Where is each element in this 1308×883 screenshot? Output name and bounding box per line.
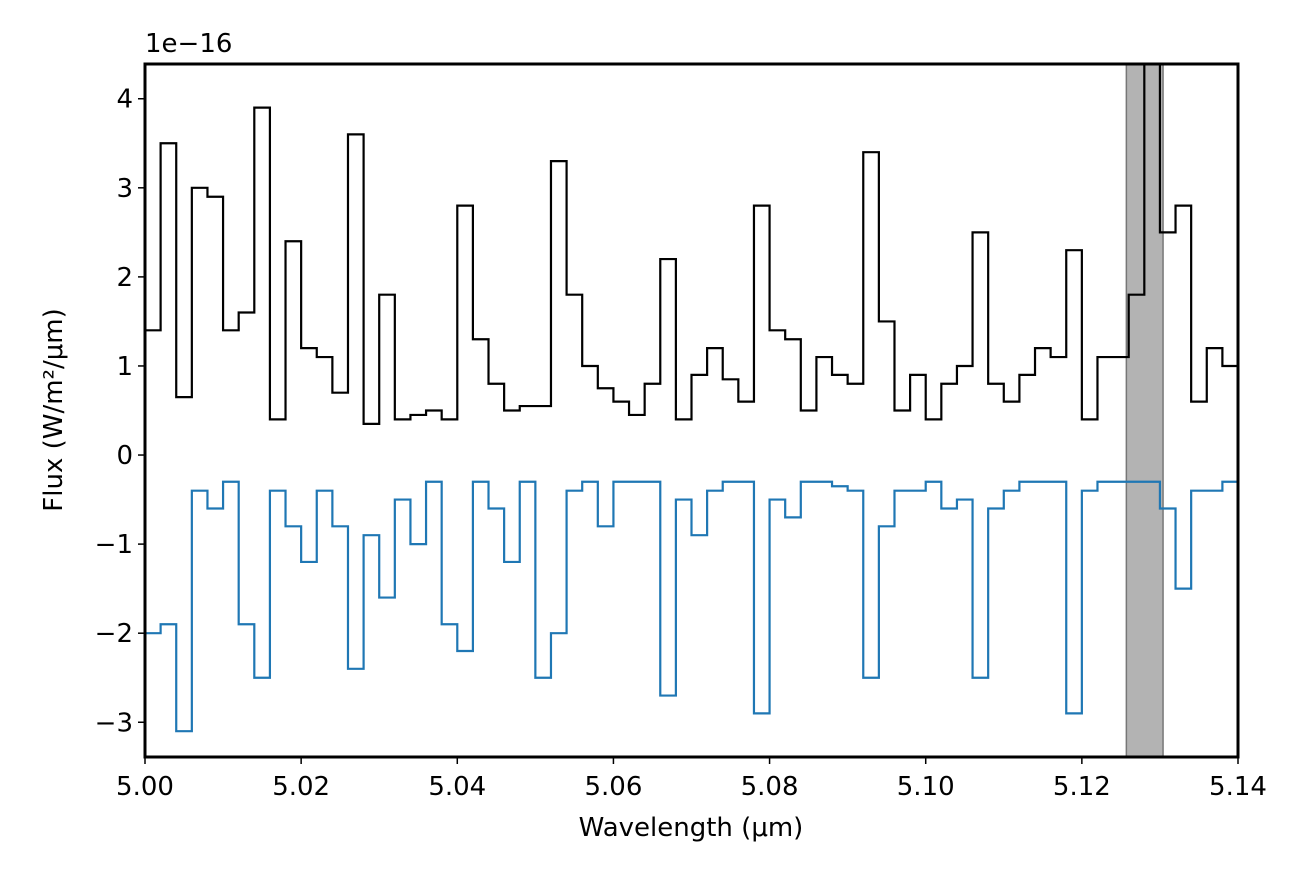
- x-tick-label: 5.02: [272, 772, 330, 802]
- x-tick-label: 5.06: [584, 772, 642, 802]
- x-tick-label: 5.10: [897, 772, 955, 802]
- plot-area: [145, 64, 1238, 757]
- x-tick-label: 5.04: [428, 772, 486, 802]
- y-tick-label: 4: [116, 85, 133, 115]
- x-axis-label: Wavelength (μm): [579, 813, 804, 843]
- axes-frame: [143, 62, 1240, 759]
- y-tick-label: 3: [116, 174, 133, 204]
- y-tick-label: 0: [116, 441, 133, 471]
- x-tick-label: 5.08: [741, 772, 799, 802]
- y-tick-label: 2: [116, 263, 133, 293]
- step-line: [145, 480, 1238, 733]
- y-tick-label: −2: [95, 619, 133, 649]
- y-tick-label: −1: [95, 530, 133, 560]
- step-line: [145, 64, 1238, 425]
- y-tick-label: −3: [95, 708, 133, 738]
- y-offset-text: 1e−16: [145, 29, 232, 59]
- x-tick-label: 5.14: [1209, 772, 1267, 802]
- x-tick-label: 5.00: [116, 772, 174, 802]
- x-tick-label: 5.12: [1053, 772, 1111, 802]
- y-axis-label: Flux (W/m²/μm): [39, 308, 69, 511]
- y-tick-label: 1: [116, 352, 133, 382]
